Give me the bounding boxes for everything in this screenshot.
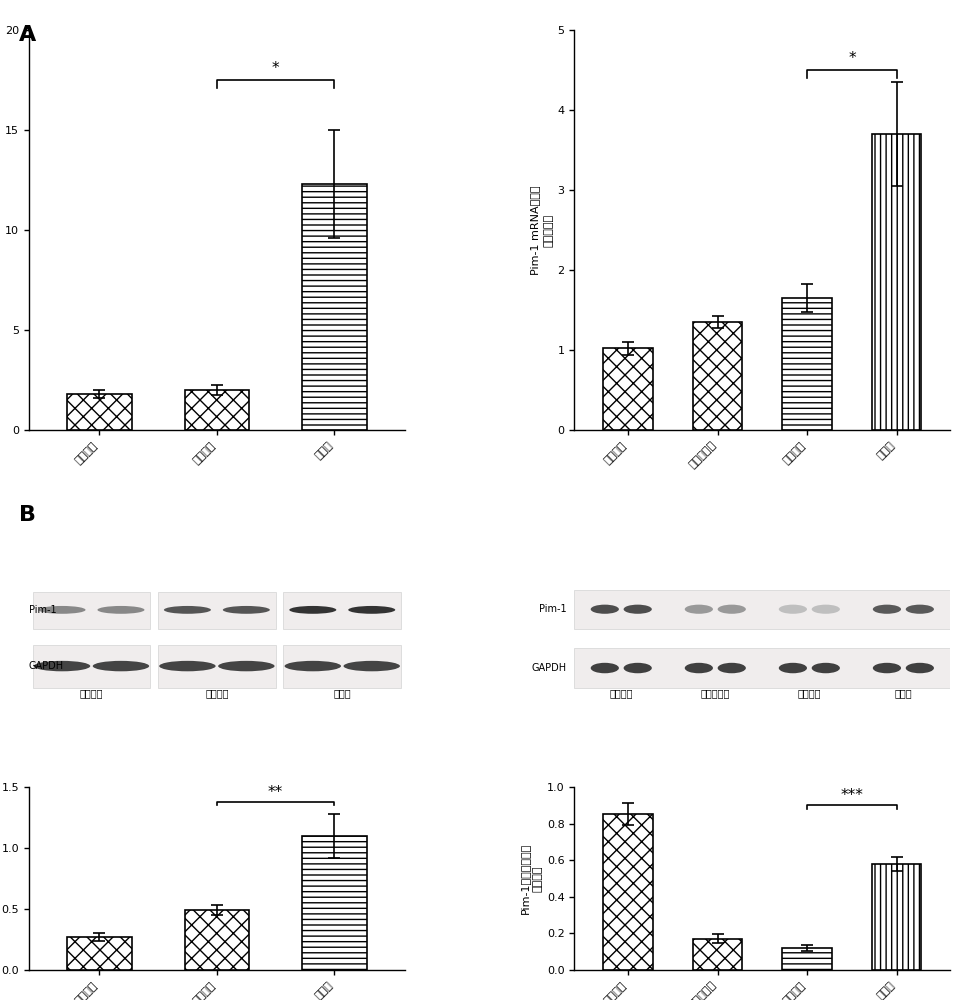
Y-axis label: Pim-1 mRNA在视网
膜中的表达: Pim-1 mRNA在视网 膜中的表达 [530,185,553,275]
Ellipse shape [905,663,934,673]
Ellipse shape [98,606,144,614]
Bar [872,864,922,970]
Bar [574,590,950,629]
Ellipse shape [624,663,652,673]
Ellipse shape [159,661,216,671]
Ellipse shape [223,606,270,614]
Bar [283,645,401,688]
Ellipse shape [812,605,840,614]
Ellipse shape [779,605,807,614]
Text: 空载体组: 空载体组 [798,688,821,698]
Bar [33,592,151,629]
Bar [302,836,367,970]
Text: ***: *** [840,788,863,803]
Bar [33,645,151,688]
Bar [184,910,250,970]
Bar [67,937,132,970]
Ellipse shape [164,606,211,614]
Text: 单纯损伤组: 单纯损伤组 [701,688,730,698]
Text: Pim-1: Pim-1 [540,604,566,614]
Ellipse shape [218,661,275,671]
Text: 假手术组: 假手术组 [80,688,104,698]
Bar [693,939,742,970]
Text: 假手术组: 假手术组 [610,688,633,698]
Ellipse shape [873,663,901,673]
Ellipse shape [289,606,336,614]
Ellipse shape [812,663,840,673]
Text: 治疗组: 治疗组 [333,688,351,698]
Y-axis label: Pim-1蛋白在视网膜
中的表达: Pim-1蛋白在视网膜 中的表达 [519,843,542,914]
Bar [603,348,653,430]
Ellipse shape [348,606,396,614]
Text: *: * [272,61,279,76]
Ellipse shape [284,661,341,671]
Ellipse shape [93,661,149,671]
Text: *: * [848,51,855,66]
Bar [872,134,922,430]
Ellipse shape [873,605,901,614]
Bar [67,394,132,430]
Text: A: A [19,25,36,45]
Ellipse shape [718,663,746,673]
Bar [158,592,276,629]
Bar [574,648,950,688]
Ellipse shape [344,661,400,671]
Bar [603,814,653,970]
Text: GAPDH: GAPDH [532,663,566,673]
Ellipse shape [34,661,90,671]
Text: GAPDH: GAPDH [29,661,64,671]
Ellipse shape [624,605,652,614]
Ellipse shape [590,663,619,673]
Bar [184,390,250,430]
Bar [302,184,367,430]
Ellipse shape [684,663,713,673]
Ellipse shape [718,605,746,614]
Text: 治疗组: 治疗组 [895,688,912,698]
Text: **: ** [268,785,283,800]
Text: 空载体组: 空载体组 [205,688,228,698]
Bar [782,948,831,970]
Ellipse shape [684,605,713,614]
Ellipse shape [779,663,807,673]
Ellipse shape [590,605,619,614]
Ellipse shape [905,605,934,614]
Bar [158,645,276,688]
Text: B: B [19,505,36,525]
Bar [283,592,401,629]
Bar [693,322,742,430]
Text: Pim-1: Pim-1 [29,605,57,615]
Bar [782,298,831,430]
Ellipse shape [38,606,85,614]
